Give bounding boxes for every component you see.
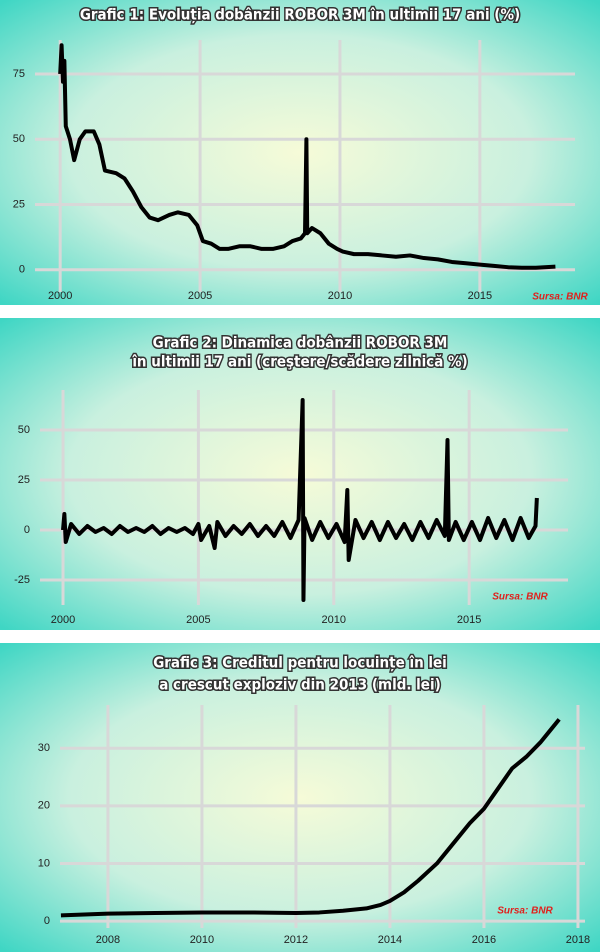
y-tick-label: 30 [38,742,50,754]
x-tick-label: 2010 [328,290,352,302]
y-tick-label: 50 [13,133,25,145]
chart-title: Grafic 1: Evoluția dobânzii ROBOR 3M în … [80,6,520,24]
x-tick-label: 2012 [284,934,308,946]
x-tick-label: 2010 [190,934,214,946]
chart-title: Grafic 2: Dinamica dobânzii ROBOR 3M [153,334,448,352]
y-tick-label: 10 [38,857,50,869]
y-tick-label: 0 [44,915,50,927]
data-line [60,718,561,918]
chart-panel: 0 25 50 75 2000 2005 2010 2015 Grafic 1: Evoluți… [0,0,600,305]
y-tick-label: 0 [19,264,25,276]
data-line [61,398,539,602]
y-tick-label: 75 [13,68,25,80]
data-line [58,43,556,270]
y-tick-label: -25 [14,574,30,586]
x-tick-label: 2018 [566,934,590,946]
x-tick-label: 2008 [96,934,120,946]
chart-title: a crescut exploziv din 2013 (mld. lei) [159,676,441,694]
background [0,0,600,305]
chart-panel: -25 0 25 50 2000 2005 2010 2015 Grafic 2: Dinami… [0,318,600,630]
x-tick-label: 2000 [48,290,72,302]
y-tick-label: 25 [13,198,25,210]
y-tick-label: 20 [38,800,50,812]
x-tick-label: 2014 [378,934,402,946]
x-tick-label: 2005 [186,614,210,626]
background [0,643,600,952]
y-tick-label: 50 [18,424,30,436]
chart-title: în ultimii 17 ani (creştere/scădere ziln… [131,353,467,371]
source-note: Sursa: BNR [532,292,588,303]
x-tick-label: 2000 [51,614,75,626]
source-note: Sursa: BNR [497,906,553,917]
chart-title: Grafic 3: Creditul pentru locuințe în le… [153,654,447,672]
source-note: Sursa: BNR [492,592,548,603]
x-tick-label: 2015 [457,614,481,626]
x-tick-label: 2005 [188,290,212,302]
x-tick-label: 2016 [472,934,496,946]
chart-panel: 0 10 20 30 2008 2010 2012 2014 2016 2018 Grafic 3:… [0,643,600,952]
x-tick-label: 2015 [468,290,492,302]
y-tick-label: 0 [24,524,30,536]
x-tick-label: 2010 [322,614,346,626]
y-tick-label: 25 [18,474,30,486]
